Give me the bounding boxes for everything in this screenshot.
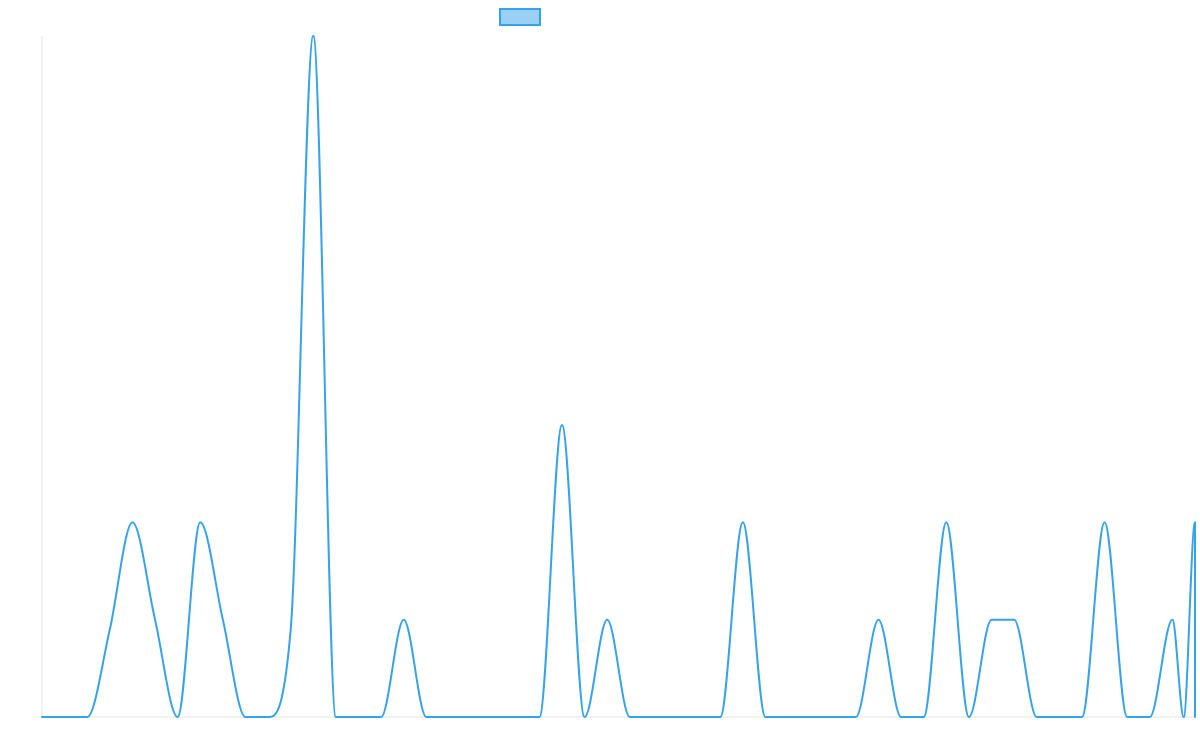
legend: [499, 8, 541, 26]
legend-swatch[interactable]: [499, 8, 541, 26]
series-line-0: [41, 35, 1197, 719]
plot-area: [41, 35, 1197, 719]
